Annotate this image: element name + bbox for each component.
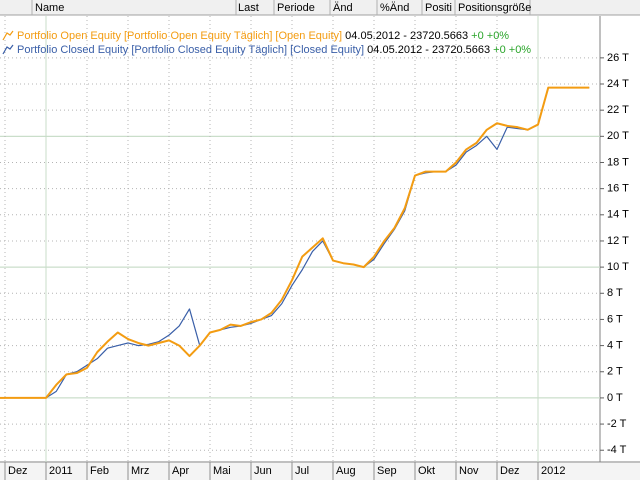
x-tick-label: Okt xyxy=(418,465,435,477)
header-column: Positionsgröße xyxy=(458,2,531,14)
legend-info: 04.05.2012 - 23720.5663 xyxy=(345,30,468,42)
legend-change: +0 +0% xyxy=(471,30,509,42)
y-tick-label: -2 T xyxy=(607,418,627,430)
series-line xyxy=(5,87,590,399)
x-tick-label: Sep xyxy=(377,465,397,477)
legend-name: Portfolio Closed Equity [Portfolio Close… xyxy=(17,44,364,56)
y-tick-label: 12 T xyxy=(607,235,629,247)
legend-entry: Portfolio Open Equity [Portfolio Open Eq… xyxy=(17,30,509,42)
header-column: Positi xyxy=(425,2,452,14)
y-tick-label: 14 T xyxy=(607,209,629,221)
x-tick-label: Jun xyxy=(254,465,272,477)
y-tick-label: -4 T xyxy=(607,444,627,456)
header-column: Name xyxy=(35,2,64,14)
legend-icon xyxy=(2,44,14,55)
x-tick-label: Nov xyxy=(459,465,479,477)
header-column: Änd xyxy=(333,2,353,14)
y-tick-label: 22 T xyxy=(607,104,629,116)
y-tick-label: 6 T xyxy=(607,313,623,325)
x-tick-label: Aug xyxy=(336,465,356,477)
series-line xyxy=(5,86,590,399)
x-tick-label: Feb xyxy=(90,465,109,477)
x-tick-label: 2011 xyxy=(49,465,73,477)
header-bar xyxy=(0,0,640,15)
legend-change: +0 +0% xyxy=(493,44,531,56)
header-column: %Änd xyxy=(380,2,409,14)
y-tick-label: 16 T xyxy=(607,183,629,195)
plot-area xyxy=(0,16,600,462)
header-column: Periode xyxy=(277,2,315,14)
y-tick-label: 24 T xyxy=(607,78,629,90)
x-tick-label: Dez xyxy=(500,465,520,477)
x-tick-label: Mai xyxy=(213,465,231,477)
legend-info: 04.05.2012 - 23720.5663 xyxy=(367,44,490,56)
legend-entry: Portfolio Closed Equity [Portfolio Close… xyxy=(17,44,531,56)
y-tick-label: 4 T xyxy=(607,340,623,352)
x-tick-label: Jul xyxy=(295,465,309,477)
y-tick-label: 26 T xyxy=(607,52,629,64)
y-tick-label: 2 T xyxy=(607,366,623,378)
legend-icon xyxy=(2,30,14,41)
y-tick-label: 20 T xyxy=(607,130,629,142)
y-tick-label: 8 T xyxy=(607,287,623,299)
y-tick-label: 10 T xyxy=(607,261,629,273)
header-column: Last xyxy=(238,2,259,14)
y-tick-label: 18 T xyxy=(607,156,629,168)
x-tick-label: Mrz xyxy=(131,465,149,477)
y-tick-label: 0 T xyxy=(607,392,623,404)
x-tick-label: 2012 xyxy=(541,465,565,477)
x-tick-label: Dez xyxy=(8,465,28,477)
x-tick-label: Apr xyxy=(172,465,189,477)
x-axis-bar xyxy=(0,463,640,480)
legend-name: Portfolio Open Equity [Portfolio Open Eq… xyxy=(17,30,342,42)
